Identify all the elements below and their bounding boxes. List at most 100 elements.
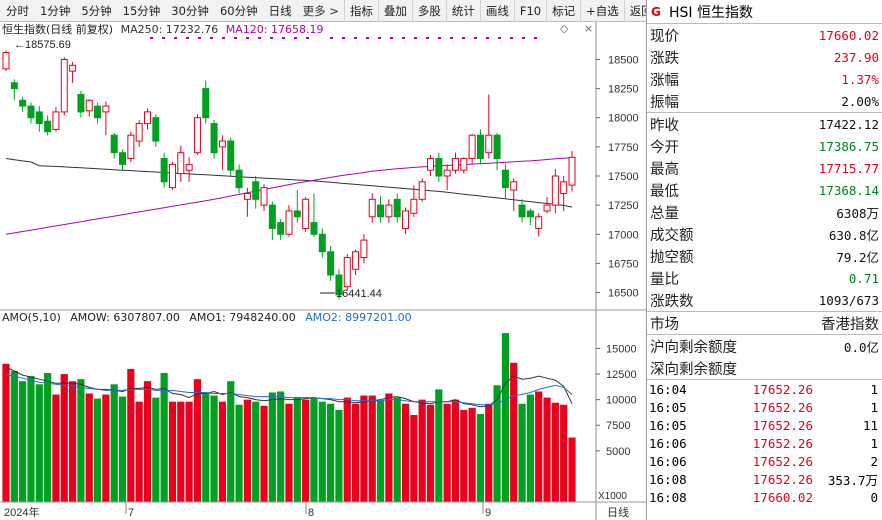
draw-line-button[interactable]: 画线 — [479, 0, 514, 22]
candle-body[interactable] — [435, 158, 443, 177]
volume-bars[interactable] — [2, 333, 576, 502]
volume-bar[interactable] — [152, 397, 160, 502]
volume-bar[interactable] — [401, 403, 410, 502]
candle-body[interactable] — [202, 88, 210, 119]
volume-bar[interactable] — [501, 333, 510, 502]
candle-body[interactable] — [44, 120, 52, 133]
volume-bar[interactable] — [243, 399, 251, 502]
candle-body[interactable] — [2, 51, 10, 70]
candle-body[interactable] — [368, 198, 376, 218]
timeframe-30min[interactable]: 30分钟 — [171, 3, 209, 18]
volume-bar[interactable] — [435, 389, 443, 502]
candle-body[interactable] — [485, 134, 493, 154]
volume-bar[interactable] — [327, 403, 335, 502]
mark-button[interactable]: 标记 — [546, 0, 580, 22]
timeframe-60min[interactable]: 60分钟 — [219, 3, 258, 18]
candlesticks[interactable]: ←18575.69 16441.44 — [2, 39, 576, 300]
candle-body[interactable] — [94, 105, 102, 119]
volume-bar[interactable] — [560, 404, 568, 502]
volume-bar[interactable] — [468, 407, 476, 502]
volume-bar[interactable] — [460, 409, 468, 502]
volume-bar[interactable] — [551, 402, 559, 502]
candle-body[interactable] — [352, 251, 360, 270]
candle-body[interactable] — [77, 93, 85, 113]
indicator-button[interactable]: 指标 — [343, 0, 378, 22]
candle-body[interactable] — [510, 181, 518, 191]
volume-bar[interactable] — [526, 394, 534, 502]
volume-bar[interactable] — [227, 381, 235, 502]
candle-body[interactable] — [451, 158, 459, 171]
candle-body[interactable] — [127, 134, 135, 160]
volume-bar[interactable] — [485, 403, 493, 502]
candle-body[interactable] — [10, 82, 18, 90]
volume-bar[interactable] — [160, 373, 168, 502]
volume-bar[interactable] — [335, 409, 343, 502]
candle-body[interactable] — [19, 99, 27, 107]
volume-bar[interactable] — [35, 384, 43, 502]
candle-body[interactable] — [260, 187, 268, 206]
volume-bar[interactable] — [127, 368, 135, 502]
volume-bar[interactable] — [2, 363, 10, 502]
candle-body[interactable] — [119, 152, 127, 165]
volume-bar[interactable] — [118, 396, 127, 502]
candle-body[interactable] — [35, 111, 43, 125]
volume-bar[interactable] — [343, 397, 351, 502]
candle-body[interactable] — [526, 210, 534, 218]
volume-bar[interactable] — [10, 370, 18, 502]
candle-body[interactable] — [302, 198, 310, 229]
volume-bar[interactable] — [102, 394, 110, 502]
timeframe-15min[interactable]: 15分钟 — [122, 3, 161, 18]
candle-body[interactable] — [468, 134, 476, 160]
candle-body[interactable] — [110, 134, 118, 154]
volume-bar[interactable] — [60, 374, 68, 502]
candle-body[interactable] — [210, 123, 218, 154]
candle-body[interactable] — [69, 64, 77, 72]
volume-bar[interactable] — [385, 393, 393, 502]
volume-bar[interactable] — [318, 401, 326, 502]
candle-body[interactable] — [177, 152, 185, 175]
volume-bar[interactable] — [77, 379, 85, 502]
candle-body[interactable] — [551, 175, 559, 206]
candle-body[interactable] — [501, 169, 509, 189]
candle-body[interactable] — [410, 198, 418, 214]
candle-body[interactable] — [343, 257, 351, 288]
volume-bar[interactable] — [27, 376, 35, 502]
volume-bar[interactable] — [177, 401, 185, 502]
volume-bar[interactable] — [310, 397, 318, 502]
volume-bar[interactable] — [476, 413, 485, 502]
candle-body[interactable] — [135, 123, 143, 142]
volume-bar[interactable] — [210, 395, 218, 502]
candle-body[interactable] — [243, 192, 251, 200]
volume-bar[interactable] — [68, 381, 77, 502]
volume-bar[interactable] — [360, 395, 368, 502]
timeframe-daily[interactable]: 日线 — [268, 3, 292, 18]
volume-bar[interactable] — [518, 403, 526, 502]
candle-body[interactable] — [427, 158, 434, 171]
volume-bar[interactable] — [168, 401, 177, 502]
timeframe-1min[interactable]: 1分钟 — [40, 3, 71, 18]
volume-bar[interactable] — [368, 395, 376, 502]
chart-area[interactable]: ←18575.69 16441.44 18500 18250 18000 17750 17… — [0, 22, 646, 520]
candle-body[interactable] — [193, 117, 201, 154]
add-watchlist-button[interactable]: +自选 — [580, 0, 624, 22]
volume-bar[interactable] — [376, 400, 385, 502]
volume-bar[interactable] — [543, 397, 551, 502]
candle-body[interactable] — [310, 222, 318, 235]
candle-body[interactable] — [443, 169, 451, 177]
volume-bar[interactable] — [535, 391, 543, 502]
volume-bar[interactable] — [418, 399, 426, 502]
candle-body[interactable] — [560, 181, 568, 194]
volume-bar[interactable] — [426, 404, 435, 502]
candle-body[interactable] — [327, 251, 335, 276]
candle-body[interactable] — [252, 181, 260, 200]
candle-body[interactable] — [144, 111, 151, 125]
volume-bar[interactable] — [285, 403, 293, 502]
volume-bar[interactable] — [410, 415, 418, 502]
candle-body[interactable] — [393, 198, 401, 218]
candle-body[interactable] — [285, 210, 293, 235]
volume-bar[interactable] — [85, 393, 93, 502]
candle-body[interactable] — [293, 210, 301, 218]
volume-bar[interactable] — [52, 394, 60, 502]
overlay-button[interactable]: 叠加 — [377, 0, 412, 22]
volume-bar[interactable] — [493, 385, 501, 502]
